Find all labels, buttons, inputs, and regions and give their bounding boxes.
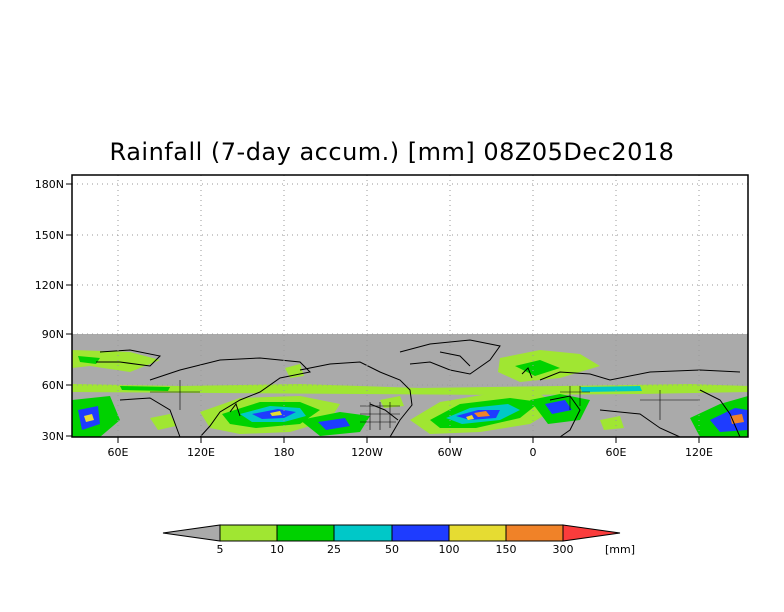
x-tick-label: 60E [108, 446, 129, 459]
legend-unit: [mm] [605, 543, 635, 556]
y-tick-label: 90N [42, 328, 64, 341]
x-axis [117, 437, 700, 443]
legend-label: 5 [217, 543, 224, 556]
y-tick-label: 180N [35, 178, 64, 191]
color-bar-segment [505, 524, 564, 542]
borders [150, 380, 700, 430]
legend-label: 10 [270, 543, 284, 556]
color-bar-segment [276, 524, 335, 542]
y-tick-label: 150N [35, 229, 64, 242]
color-bar-segment [333, 524, 393, 542]
map-title: Rainfall (7-day accum.) [mm] 08Z05Dec201… [109, 138, 675, 166]
color-bar-low-arrow [162, 524, 221, 542]
x-tick-label: 120W [351, 446, 383, 459]
legend-label: 50 [385, 543, 399, 556]
y-tick-label: 120N [35, 279, 64, 292]
x-tick-label: 60W [438, 446, 463, 459]
color-bar-segment [391, 524, 450, 542]
x-tick-label: 120E [187, 446, 215, 459]
plot-frame [71, 174, 749, 438]
color-bar-high-arrow [562, 524, 621, 542]
x-tick-label: 60E [606, 446, 627, 459]
y-axis [66, 183, 72, 437]
legend-label: 300 [553, 543, 574, 556]
legend-label: 100 [439, 543, 460, 556]
coastlines [96, 339, 741, 438]
x-tick-label: 0 [530, 446, 537, 459]
x-tick-label: 120E [685, 446, 713, 459]
y-tick-label: 30N [42, 430, 64, 443]
x-tick-label: 180 [274, 446, 295, 459]
legend-label: 150 [496, 543, 517, 556]
y-tick-label: 60N [42, 379, 64, 392]
gridlines [72, 175, 748, 437]
color-bar [162, 524, 621, 542]
color-bar-segment [448, 524, 507, 542]
color-bar-segment [219, 524, 278, 542]
legend-label: 25 [327, 543, 341, 556]
